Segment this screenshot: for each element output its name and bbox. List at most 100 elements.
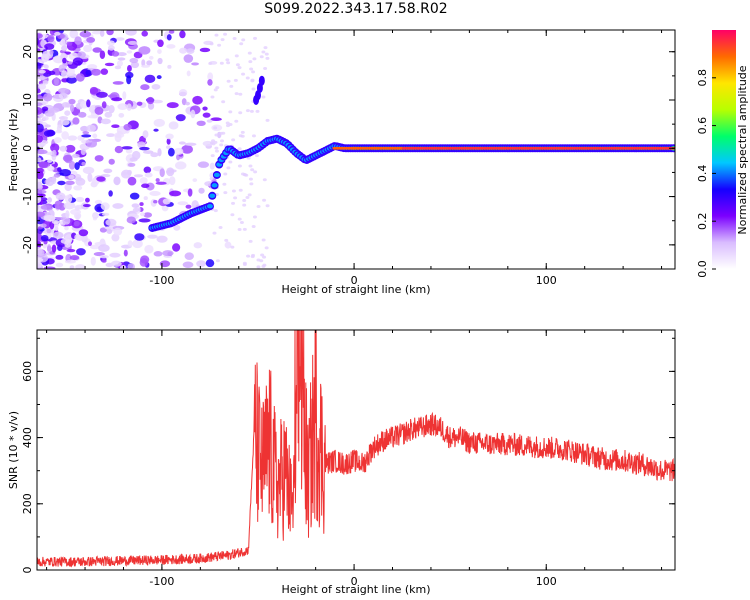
- heatmap-noise-cell: [111, 233, 120, 242]
- heatmap-noise-cell: [255, 109, 260, 113]
- heatmap-noise-cell: [55, 254, 64, 260]
- heatmap-noise-cell: [260, 253, 265, 257]
- heatmap-noise-cell: [41, 106, 49, 112]
- heatmap-noise-cell: [47, 34, 55, 43]
- heatmap-noise-cell: [58, 64, 65, 73]
- heatmap-noise-cell: [162, 250, 174, 257]
- heatmap-noise-cell: [144, 74, 156, 83]
- heatmap-noise-cell: [37, 189, 47, 194]
- heatmap-noise-cell: [139, 258, 149, 267]
- heatmap-noise-cell: [251, 253, 256, 257]
- heatmap-noise-cell: [215, 259, 220, 263]
- heatmap-noise-cell: [64, 226, 69, 231]
- heatmap-noise-cell: [86, 141, 97, 148]
- heatmap-noise-cell: [68, 98, 76, 105]
- heatmap-noise-cell: [186, 70, 191, 77]
- heatmap-noise-cell: [92, 47, 102, 53]
- heatmap-noise-cell: [92, 212, 99, 219]
- heatmap-noise-cell: [199, 47, 211, 53]
- heatmap-noise-cell: [262, 178, 267, 182]
- heatmap-noise-cell: [231, 201, 236, 205]
- heatmap-noise-cell: [242, 203, 247, 207]
- snr-x-tick-label: 100: [536, 575, 557, 588]
- heatmap-noise-cell: [40, 223, 47, 228]
- heatmap-noise-cell: [77, 51, 86, 59]
- heatmap-noise-cell: [167, 147, 175, 157]
- heatmap-noise-cell: [256, 265, 261, 269]
- heatmap-noise-cell: [225, 58, 230, 62]
- heatmap-noise-cell: [38, 83, 47, 90]
- heatmap-y-tick-label: -10: [21, 188, 34, 206]
- heatmap-noise-cell: [101, 101, 107, 109]
- heatmap-noise-cell: [226, 61, 231, 65]
- heatmap-noise-cell: [251, 134, 256, 138]
- heatmap-noise-cell: [247, 193, 252, 197]
- heatmap-noise-cell: [37, 106, 43, 115]
- heatmap-noise-cell: [106, 133, 116, 137]
- heatmap-noise-cell: [37, 62, 42, 71]
- heatmap-noise-cell: [123, 249, 128, 257]
- heatmap-noise-cell: [242, 261, 247, 265]
- heatmap-noise-cell: [202, 112, 211, 118]
- heatmap-noise-cell: [237, 147, 242, 151]
- heatmap-noise-cell: [264, 246, 269, 250]
- heatmap-noise-cell: [63, 202, 76, 210]
- heatmap-noise-cell: [37, 88, 41, 94]
- heatmap-noise-cell: [37, 33, 43, 39]
- heatmap-noise-cell: [59, 145, 68, 152]
- heatmap-noise-cell: [214, 149, 219, 153]
- heatmap-noise-cell: [261, 238, 266, 242]
- heatmap-noise-cell: [127, 176, 137, 186]
- heatmap-noise-cell: [166, 44, 176, 49]
- heatmap-noise-cell: [73, 185, 83, 191]
- heatmap-noise-cell: [219, 61, 224, 65]
- heatmap-noise-cell: [104, 226, 112, 230]
- heatmap-noise-cell: [218, 226, 223, 230]
- heatmap-noise-cell: [249, 182, 254, 186]
- heatmap-noise-cell: [69, 30, 79, 39]
- heatmap-noise-cell: [254, 154, 259, 158]
- heatmap-noise-cell: [237, 164, 242, 168]
- heatmap-noise-cell: [90, 68, 102, 76]
- heatmap-noise-cell: [233, 196, 238, 200]
- heatmap-noise-cell: [50, 143, 60, 152]
- heatmap-noise-cell: [65, 66, 75, 76]
- heatmap-noise-cell: [155, 178, 160, 182]
- heatmap-noise-cell: [228, 160, 233, 164]
- heatmap-noise-cell: [75, 73, 85, 82]
- heatmap-noise-cell: [141, 30, 148, 37]
- heatmap-noise-cell: [209, 177, 214, 181]
- heatmap-noise-cell: [214, 146, 219, 150]
- heatmap-noise-cell: [228, 123, 233, 127]
- heatmap-noise-cell: [153, 251, 163, 257]
- heatmap-noise-cell: [54, 77, 59, 86]
- heatmap-noise-cell: [149, 55, 154, 60]
- heatmap-noise-cell: [106, 40, 115, 46]
- heatmap-noise-cell: [146, 96, 155, 105]
- heatmap-noise-cell: [94, 155, 104, 162]
- heatmap-noise-cell: [205, 259, 215, 268]
- heatmap-noise-cell: [114, 65, 122, 70]
- heatmap-noise-cell: [37, 233, 42, 242]
- heatmap-noise-cell: [64, 110, 71, 116]
- heatmap-noise-cell: [259, 55, 264, 59]
- heatmap-noise-cell: [210, 117, 222, 122]
- heatmap-noise-cell: [242, 227, 247, 231]
- heatmap-noise-cell: [173, 224, 181, 231]
- heatmap-noise-cell: [168, 30, 175, 34]
- heatmap-y-tick-label: 20: [21, 45, 34, 59]
- heatmap-noise-cell: [245, 109, 250, 113]
- heatmap-noise-cell: [252, 215, 257, 219]
- heatmap-noise-cell: [157, 57, 163, 65]
- snr-series-line: [37, 330, 675, 568]
- heatmap-noise-cell: [140, 84, 150, 91]
- heatmap-noise-cell: [196, 120, 206, 127]
- heatmap-noise-cell: [85, 69, 92, 76]
- snr-x-tick-label: -100: [149, 575, 174, 588]
- heatmap-noise-cell: [99, 30, 105, 37]
- heatmap-noise-cell: [37, 167, 44, 174]
- heatmap-noise-cell: [178, 141, 186, 145]
- heatmap-noise-cell: [139, 177, 148, 185]
- heatmap-noise-cell: [78, 229, 89, 237]
- heatmap-noise-cell: [75, 196, 85, 203]
